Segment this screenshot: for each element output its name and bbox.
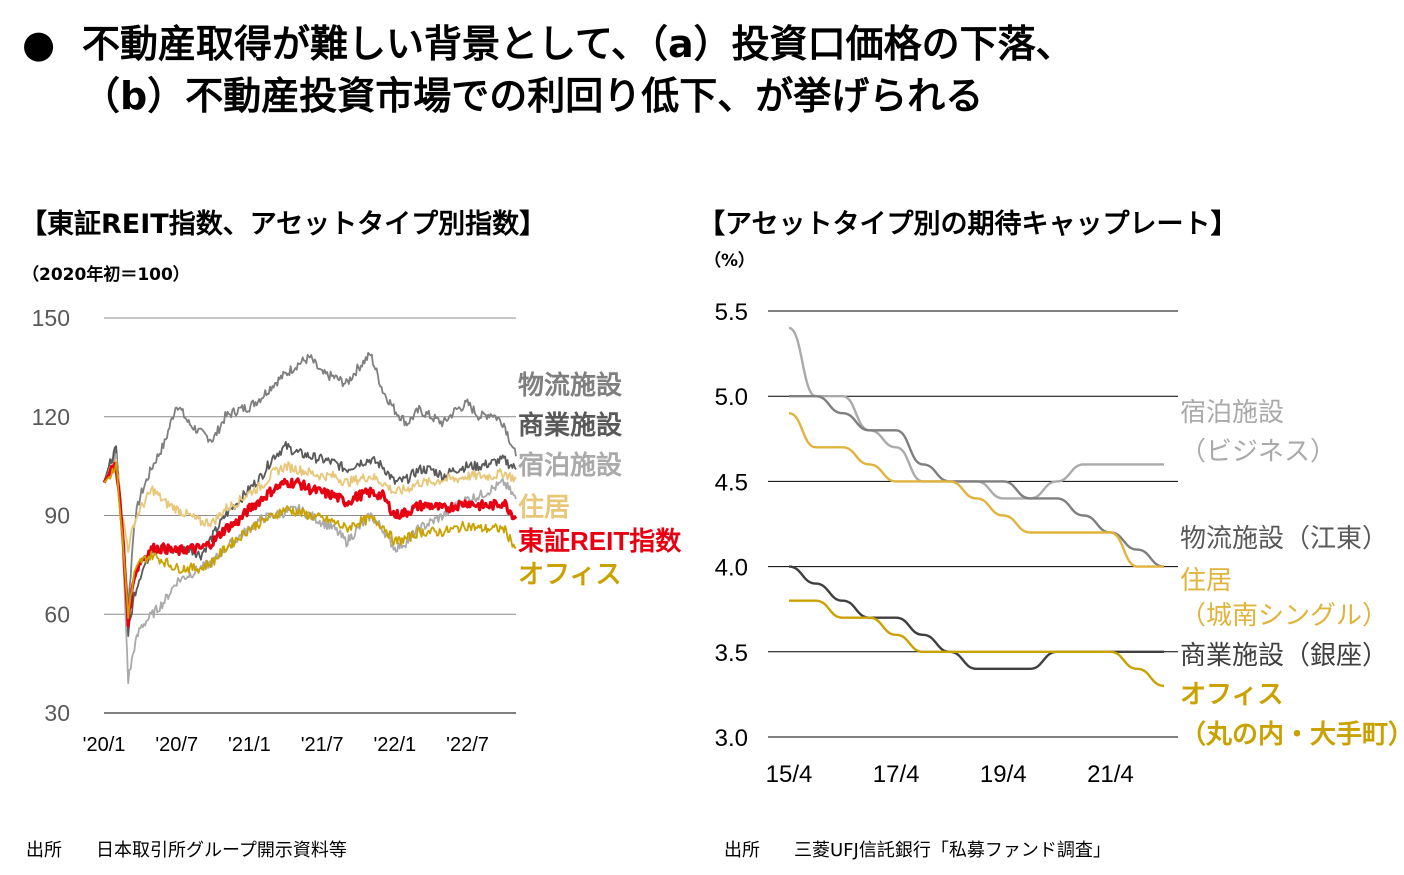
right-source: 出所 三菱UFJ信託銀行「私募ファンド調査」: [724, 836, 1111, 862]
right-series-label: （丸の内・大手町）: [1180, 719, 1404, 749]
left-series-label: 宿泊施設: [518, 450, 623, 480]
right-x-tick-label: 21/4: [1087, 761, 1134, 788]
left-x-tick-label: '21/7: [301, 734, 344, 756]
left-chart-title: 【東証REIT指数、アセットタイプ別指数】: [20, 209, 547, 240]
left-series-label: 東証REIT指数: [518, 526, 682, 556]
right-y-tick-label: 5.5: [715, 299, 748, 326]
right-series-label: 物流施設（江東）: [1180, 523, 1388, 553]
left-chart-unit: （2020年初＝100）: [22, 265, 190, 285]
left-series-label: 商業施設: [518, 410, 623, 440]
right-series-line: [788, 412, 1164, 568]
left-series-line: [102, 461, 518, 628]
right-series-label: （城南シングル）: [1180, 600, 1388, 630]
right-chart-unit: （%）: [704, 251, 756, 271]
left-source-label: 出所: [26, 840, 62, 861]
right-series-label: （ビジネス）: [1180, 436, 1336, 466]
left-x-tick-label: '20/7: [155, 734, 198, 756]
right-y-tick-label: 3.5: [715, 640, 748, 667]
left-series-line: [103, 461, 517, 619]
left-x-tick-label: '20/1: [83, 734, 126, 756]
right-series-label: 住居: [1180, 565, 1232, 595]
left-x-tick-label: '21/1: [228, 734, 271, 756]
right-x-tick-label: 19/4: [980, 761, 1027, 788]
left-series-label: オフィス: [518, 559, 621, 589]
left-series-line: [103, 458, 517, 553]
right-y-tick-label: 4.0: [715, 555, 748, 582]
right-y-tick-label: 5.0: [715, 384, 748, 411]
left-series-label: 物流施設: [518, 370, 623, 400]
headline-text-1: 不動産取得が難しい背景として、（a）投資口価格の下落、: [82, 22, 1074, 66]
right-series-line: [788, 394, 1165, 568]
left-x-tick-label: '22/7: [446, 734, 489, 756]
right-series-line: [789, 599, 1165, 688]
right-source-label: 出所: [724, 840, 760, 861]
right-y-tick-label: 4.5: [715, 469, 748, 496]
bullet-icon: ●: [22, 22, 56, 66]
left-y-tick-label: 30: [44, 700, 70, 726]
headline: ● 不動産取得が難しい背景として、（a）投資口価格の下落、 （b）不動産投資市場で…: [22, 18, 1074, 122]
left-x-tick-label: '22/1: [373, 734, 416, 756]
right-series-label: 商業施設（銀座）: [1180, 640, 1388, 670]
left-y-tick-label: 60: [44, 601, 70, 627]
right-x-tick-label: 17/4: [873, 761, 920, 788]
right-series-label: 宿泊施設: [1180, 397, 1284, 427]
headline-line-1: ● 不動産取得が難しい背景として、（a）投資口価格の下落、: [22, 18, 1074, 70]
headline-text-2: （b）不動産投資市場での利回り低下、が挙げられる: [82, 74, 984, 118]
headline-line-2: （b）不動産投資市場での利回り低下、が挙げられる: [22, 70, 1074, 122]
left-y-tick-label: 150: [32, 305, 70, 331]
right-chart-title: 【アセットタイプ別の期待キャップレート】: [698, 209, 1238, 240]
left-series-label: 住居: [518, 492, 570, 522]
left-y-tick-label: 90: [44, 503, 70, 529]
left-series-line: [103, 351, 517, 612]
right-source-text: 三菱UFJ信託銀行「私募ファンド調査」: [794, 840, 1111, 861]
right-y-tick-label: 3.0: [715, 725, 748, 752]
left-source: 出所 日本取引所グループ開示資料等: [26, 836, 347, 862]
left-y-tick-label: 120: [32, 404, 70, 430]
left-source-text: 日本取引所グループ開示資料等: [96, 840, 347, 861]
right-x-tick-label: 15/4: [766, 761, 813, 788]
right-series-label: オフィス: [1180, 679, 1283, 709]
